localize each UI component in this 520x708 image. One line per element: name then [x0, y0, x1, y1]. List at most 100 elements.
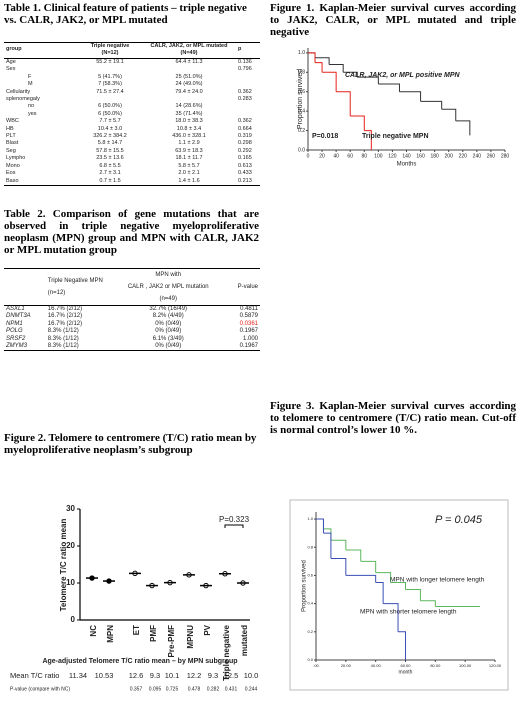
p-value: 0.282 [207, 686, 220, 692]
x-tick-label: 180 [430, 153, 439, 159]
y-axis-label: Proportion survived [302, 560, 308, 612]
x-tick-label: MPN [106, 625, 115, 643]
mean-dot [106, 578, 112, 584]
x-tick-label: 0 [307, 153, 310, 159]
x-tick-label: 120.00 [489, 663, 502, 668]
cell: 1.000 [242, 335, 258, 342]
survival-step [322, 71, 337, 92]
y-tick-label: 30 [66, 504, 75, 513]
y-tick-label: 0.6 [298, 89, 305, 95]
cell: 6.1% (3/49) [152, 335, 184, 342]
table1: group Triple negative (N=12) CALR, JAK2, o… [4, 42, 260, 186]
x-tick-label: 160 [416, 153, 425, 159]
row: HB 10.4 ± 3.0 10.8 ± 3.4 0.664 [4, 126, 260, 133]
x-axis-label: month [399, 669, 413, 675]
cell: 0.1967 [239, 343, 258, 350]
cell: 0% (0/49) [155, 320, 182, 327]
cell: 64.4 ± 11.3 [175, 59, 203, 65]
x-tick-label: 280 [501, 153, 510, 159]
cell: 8.3% (1/12) [47, 343, 79, 350]
cell: 6 (50.0%) [98, 110, 122, 117]
survival-step [405, 589, 421, 601]
cell: 0.319 [238, 133, 252, 140]
annotation: MPN with longer telomere length [390, 577, 485, 584]
mean-value: 12.2 [187, 671, 202, 680]
mean-dot [132, 570, 138, 577]
cell: M [28, 81, 33, 88]
cell: no [28, 103, 35, 110]
cell: 24 (49.0%) [175, 81, 203, 88]
x-tick-label: 260 [487, 153, 496, 159]
cell: 18.1 ± 11.7 [175, 155, 203, 162]
cell: Age [6, 59, 16, 65]
survival-step [364, 130, 372, 150]
p-value: 0.431 [225, 686, 238, 692]
x-tick-label: Triple negative [222, 624, 231, 681]
cell: yes [28, 110, 37, 117]
row: Cellularity 71.5 ± 27.4 79.4 ± 24.0 0.362 [4, 89, 260, 96]
cell: 0.613 [238, 162, 252, 169]
annotation: MPN with shorter telomere length [360, 609, 457, 616]
annotation: P=0.323 [219, 515, 250, 524]
row: yes 6 (50.0%) 35 (71.4%) [4, 111, 260, 118]
cell: 0.136 [238, 59, 252, 65]
header-cell: p [236, 42, 260, 59]
mean-dot [203, 582, 209, 589]
cell: 35 (71.4%) [175, 110, 203, 117]
survival-step [329, 64, 344, 73]
x-tick-label: MPNU [186, 625, 195, 649]
cell: 436.0 ± 328.1 [172, 133, 206, 140]
cell: 0.362 [238, 88, 252, 95]
survival-step [345, 574, 377, 583]
row: M 7 (58.3%) 24 (49.0%) [4, 81, 260, 88]
row: NPM1 16.7% (2/12) 0% (0/49) 0.0361 [4, 321, 260, 328]
survival-step [330, 558, 347, 576]
survival-step [441, 108, 457, 121]
cell: 5.8 ± 14.7 [97, 140, 123, 147]
x-tick-label: 100.00 [459, 663, 472, 668]
cell: 0.165 [238, 155, 252, 162]
header-cell: group [4, 42, 78, 59]
mean-dot [222, 571, 228, 577]
y-tick-label: 10 [66, 578, 75, 587]
row: Lympho 23.5 ± 13.6 18.1 ± 11.7 0.165 [4, 155, 260, 162]
y-tick-label: 20 [66, 541, 75, 550]
figure1-title: Figure 1. Kaplan-Meier survival curves a… [270, 2, 516, 38]
p-label: P-value (compare with NC) [10, 686, 70, 692]
survival-step [383, 603, 399, 632]
cell: DNMT3A [6, 313, 31, 320]
survival-step [378, 83, 400, 92]
survival-step [323, 528, 332, 541]
mean-value: 12.6 [129, 671, 144, 680]
cell: 0.213 [238, 177, 252, 184]
y-tick-label: 1.0 [307, 516, 313, 521]
y-tick-label: 0.4 [307, 601, 313, 606]
cell: splenomegaly [6, 96, 40, 103]
cell: 0.7 ± 1.5 [99, 177, 121, 184]
y-tick-label: 0.0 [298, 147, 305, 153]
header-cell: Triple Negative MPN (n=12) [45, 268, 118, 306]
survival-step [399, 91, 422, 102]
survival-step [350, 115, 365, 131]
cell: 7 (58.3%) [98, 81, 122, 88]
header-row: group Triple negative (N=12) CALR, JAK2, o… [4, 42, 260, 59]
x-tick-label: PMF [149, 625, 158, 642]
cell: 63.9 ± 18.3 [175, 147, 203, 154]
cell: 0.5879 [239, 313, 258, 320]
cell: 0.4811 [240, 306, 258, 312]
annotation: P = 0.045 [435, 514, 483, 526]
subtitle: Age-adjusted Telomere T/C ratio mean – b… [42, 658, 237, 665]
survival-step [316, 518, 324, 534]
cell: F [28, 73, 32, 80]
cell: Seg [6, 147, 16, 154]
survival-step [323, 532, 332, 559]
cell: WBC [6, 118, 19, 125]
figure3-title: Figure 3. Kaplan-Meier survival curves a… [270, 400, 516, 436]
header-cell [4, 268, 46, 306]
cell: Lympho [6, 155, 26, 162]
mean-value: 9.3 [150, 671, 160, 680]
cell: 0.1967 [239, 328, 258, 335]
cell: 0.362 [238, 118, 252, 125]
row: SRSF2 8.3% (1/12) 6.1% (3/49) 1.000 [4, 336, 260, 343]
survival-step [375, 572, 392, 583]
